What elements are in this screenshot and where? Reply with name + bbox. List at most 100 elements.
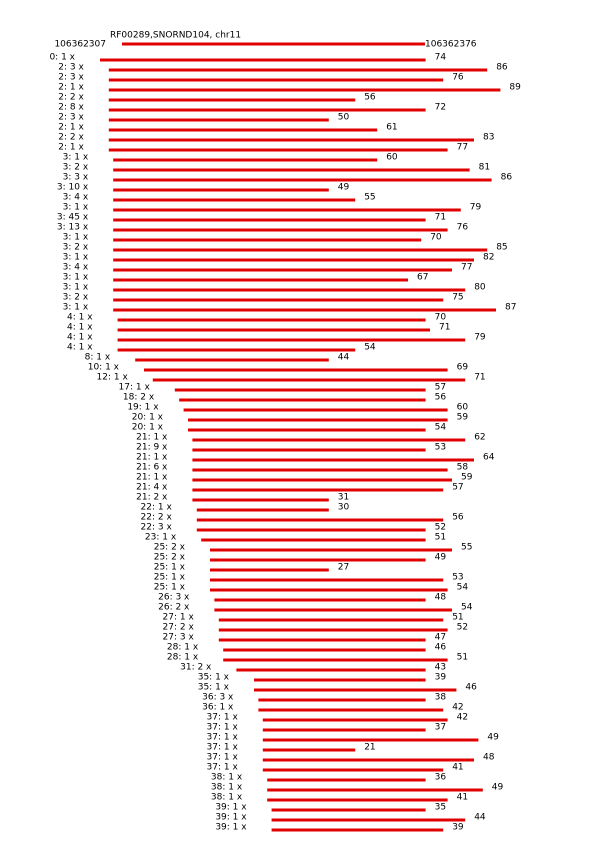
read-label: 3: 1 x <box>63 253 89 263</box>
read-length: 55 <box>364 193 375 203</box>
read-length: 54 <box>364 343 376 353</box>
read-length: 75 <box>452 293 463 303</box>
read-label: 36: 1 x <box>202 703 234 713</box>
read-length: 49 <box>435 553 447 563</box>
read-label: 25: 1 x <box>154 563 186 573</box>
read-label: 31: 2 x <box>180 663 212 673</box>
read-length: 46 <box>435 643 447 653</box>
read-label: 3: 2 x <box>63 293 89 303</box>
read-length: 71 <box>474 373 485 383</box>
read-label: 3: 1 x <box>63 283 89 293</box>
read-length: 79 <box>474 333 486 343</box>
read-label: 19: 1 x <box>127 403 159 413</box>
read-label: 2: 1 x <box>58 143 84 153</box>
read-length: 69 <box>457 363 469 373</box>
read-length: 59 <box>457 413 469 423</box>
read-label: 3: 4 x <box>63 193 89 203</box>
read-length: 49 <box>492 783 504 793</box>
read-label: 38: 1 x <box>211 783 243 793</box>
read-length: 71 <box>435 213 446 223</box>
read-label: 2: 3 x <box>58 73 84 83</box>
read-label: 3: 2 x <box>63 243 89 253</box>
read-label: 4: 1 x <box>67 313 93 323</box>
read-label: 23: 1 x <box>145 533 177 543</box>
read-label: 2: 2 x <box>58 93 84 103</box>
read-length: 54 <box>461 603 473 613</box>
read-label: 3: 1 x <box>63 153 89 163</box>
read-length: 39 <box>435 673 447 683</box>
read-label: 37: 1 x <box>207 743 239 753</box>
read-length: 42 <box>452 703 463 713</box>
read-length: 53 <box>452 573 463 583</box>
start-coordinate: 106362307 <box>54 40 106 50</box>
read-label: 2: 1 x <box>58 83 84 93</box>
read-length: 44 <box>338 353 350 363</box>
read-length: 36 <box>435 773 447 783</box>
read-label: 3: 1 x <box>63 203 89 213</box>
read-label: 10: 1 x <box>88 363 120 373</box>
read-label: 22: 2 x <box>141 513 173 523</box>
read-length: 72 <box>435 103 446 113</box>
read-length: 31 <box>338 493 349 503</box>
read-label: 20: 1 x <box>132 413 164 423</box>
read-label: 2: 1 x <box>58 123 84 133</box>
read-length: 64 <box>483 453 495 463</box>
read-length: 85 <box>496 243 507 253</box>
read-length: 52 <box>435 523 446 533</box>
read-label: 39: 1 x <box>215 823 247 833</box>
read-label: 28: 1 x <box>167 653 199 663</box>
read-length: 43 <box>435 663 446 673</box>
read-label: 3: 1 x <box>63 273 89 283</box>
read-label: 21: 4 x <box>136 483 168 493</box>
read-length: 56 <box>435 393 447 403</box>
read-length: 76 <box>457 223 469 233</box>
read-length: 86 <box>496 63 508 73</box>
read-length: 59 <box>461 473 473 483</box>
header-title: RF00289,SNORND104, chr11 <box>110 31 241 41</box>
read-length: 30 <box>338 503 350 513</box>
read-length: 50 <box>338 113 350 123</box>
read-length: 51 <box>457 653 468 663</box>
read-label: 38: 1 x <box>211 793 243 803</box>
read-length: 74 <box>435 53 447 63</box>
read-label: 2: 2 x <box>58 133 84 143</box>
read-length: 55 <box>461 543 472 553</box>
read-label: 37: 1 x <box>207 763 239 773</box>
read-label: 37: 1 x <box>207 723 239 733</box>
read-length: 70 <box>430 233 442 243</box>
read-label: 18: 2 x <box>123 393 155 403</box>
read-length: 81 <box>479 163 490 173</box>
read-label: 2: 3 x <box>58 113 84 123</box>
read-length: 54 <box>457 583 469 593</box>
read-label: 2: 3 x <box>58 63 84 73</box>
read-label: 26: 2 x <box>158 603 190 613</box>
read-length: 71 <box>439 323 450 333</box>
read-label: 21: 1 x <box>136 433 168 443</box>
read-label: 25: 1 x <box>154 583 186 593</box>
read-length: 48 <box>483 753 495 763</box>
read-label: 3: 4 x <box>63 263 89 273</box>
read-label: 21: 1 x <box>136 473 168 483</box>
read-label: 37: 1 x <box>207 713 239 723</box>
read-length: 52 <box>457 623 468 633</box>
read-label: 3: 45 x <box>57 213 89 223</box>
end-coordinate: 106362376 <box>425 40 477 50</box>
read-label: 3: 13 x <box>57 223 89 233</box>
read-label: 25: 1 x <box>154 573 186 583</box>
read-length: 51 <box>452 613 463 623</box>
read-length: 35 <box>435 803 446 813</box>
read-label: 27: 2 x <box>163 623 195 633</box>
read-label: 3: 2 x <box>63 163 89 173</box>
read-length: 56 <box>452 513 464 523</box>
read-length: 57 <box>452 483 463 493</box>
read-label: 21: 1 x <box>136 453 168 463</box>
read-label: 36: 3 x <box>202 693 234 703</box>
read-length: 60 <box>386 153 398 163</box>
read-length: 83 <box>483 133 494 143</box>
read-length: 27 <box>338 563 349 573</box>
read-label: 37: 1 x <box>207 753 239 763</box>
read-label: 8: 1 x <box>85 353 111 363</box>
read-length: 80 <box>474 283 486 293</box>
read-length: 62 <box>474 433 485 443</box>
read-label: 21: 6 x <box>136 463 168 473</box>
